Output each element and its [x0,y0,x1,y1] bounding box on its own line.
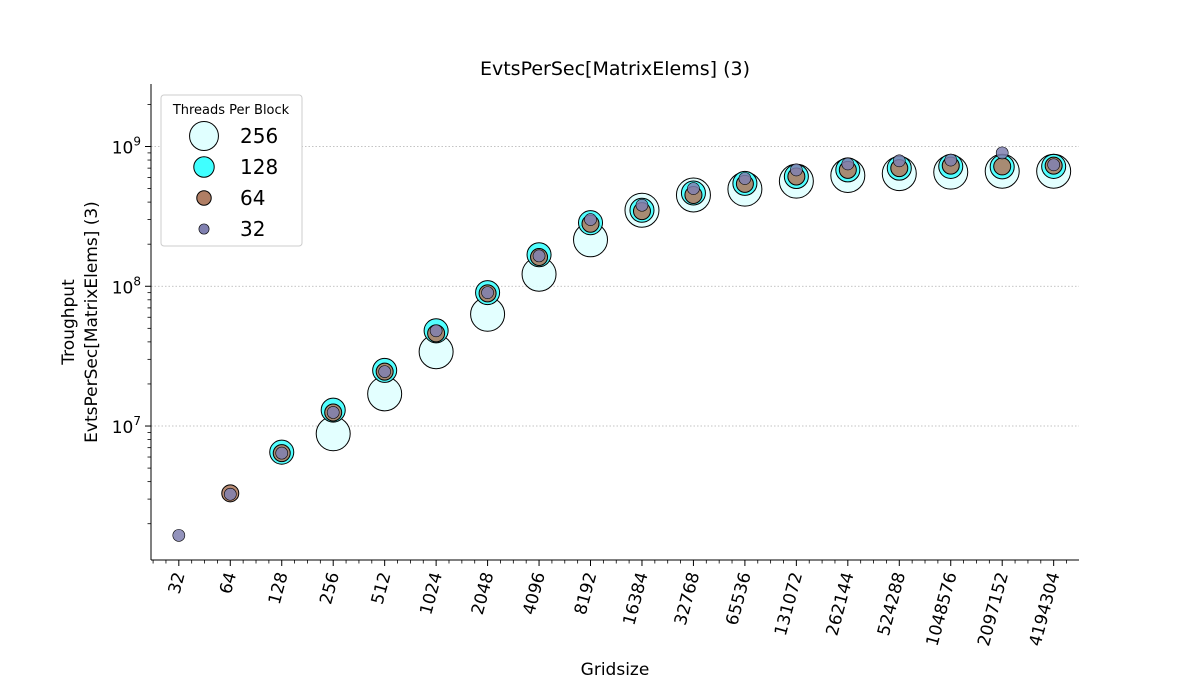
x-tick-label: 131072 [771,570,807,638]
data-points [172,146,1072,542]
data-point [378,365,391,378]
data-point [635,198,649,212]
axes [150,84,1079,561]
x-tick-label: 256 [316,570,344,607]
data-point [275,446,289,460]
x-axis-label: Gridsize [581,660,650,680]
data-point [944,153,958,167]
data-point [841,157,855,171]
y-tick-label: 107 [112,414,141,438]
data-point [1047,158,1060,172]
data-point [326,406,340,419]
x-tick-label: 2048 [468,570,499,617]
legend-label: 128 [240,155,278,179]
data-point [584,213,597,226]
legend-label: 256 [240,124,278,148]
x-tick-label: 128 [265,570,293,607]
legend-title: Threads Per Block [172,103,290,118]
data-point [993,157,1012,176]
x-tick-label: 2097152 [974,570,1013,648]
x-tick-label: 32 [165,570,190,596]
legend-marker [189,121,219,151]
x-tick-label: 32768 [671,570,704,627]
legend-marker [196,190,212,206]
x-tick-label: 65536 [722,570,755,627]
x-tick-label: 512 [368,570,396,607]
x-tick-label: 16384 [619,570,652,627]
data-point [223,487,237,501]
y-tick-label: 108 [112,274,141,298]
x-tick-label: 1024 [416,570,447,617]
legend-marker [193,156,215,178]
legend-marker [198,223,210,235]
data-point [481,286,494,299]
x-tick-label: 4194304 [1026,570,1065,648]
legend: Threads Per Block 256 128 64 32 [160,94,303,247]
data-point [687,182,700,195]
y-axis-label-line-2: EvtsPerSec[MatrixElems] (3) [82,201,102,443]
x-tick-label: 1048576 [923,570,962,648]
grid-lines [151,146,1079,427]
y-axis-label-line-1: Troughput [59,279,79,366]
data-point [790,163,803,177]
chart-title: EvtsPerSec[MatrixElems] (3) [480,58,750,80]
x-tick-label: 64 [216,570,241,596]
legend-label: 64 [240,186,265,210]
data-point [738,172,752,185]
series-128 [269,153,1067,465]
data-point [532,249,546,263]
data-point [995,146,1009,160]
x-tick-label: 262144 [823,570,859,638]
y-tick-label: 109 [112,134,141,158]
x-tick-label: 8192 [571,570,602,617]
series-32 [172,146,1060,542]
data-point [172,529,186,542]
data-point [429,324,443,338]
data-point [892,154,906,168]
legend-label: 32 [240,217,265,241]
x-tick-label: 4096 [519,570,550,617]
x-tick-label: 524288 [874,570,910,638]
